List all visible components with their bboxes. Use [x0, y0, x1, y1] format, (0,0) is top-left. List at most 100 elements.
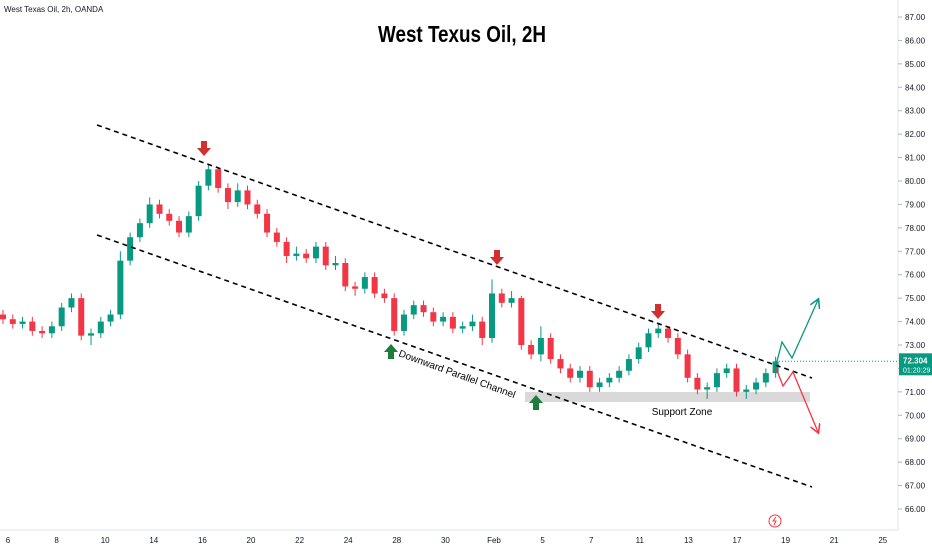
y-tick-label: 84.00	[905, 83, 926, 92]
y-tick-label: 71.00	[905, 388, 926, 397]
y-tick-label: 75.00	[905, 294, 926, 303]
x-tick-label: 16	[198, 536, 207, 545]
candle-body	[283, 241, 290, 256]
candle-body	[127, 237, 134, 261]
x-tick-label: 5	[540, 536, 545, 545]
candle-body	[547, 337, 554, 360]
y-tick-label: 83.00	[905, 107, 926, 116]
x-tick-label: 28	[392, 536, 401, 545]
candle-body	[440, 316, 447, 322]
candle-body	[489, 293, 495, 338]
candle-body	[625, 359, 632, 371]
last-price-tag	[899, 353, 932, 376]
candle-body	[713, 373, 720, 388]
bullish-projection	[775, 300, 818, 366]
candle-body	[459, 326, 466, 329]
candle-body	[332, 263, 339, 266]
candle-body	[117, 260, 124, 315]
down-arrows	[197, 141, 665, 319]
candle-body	[508, 298, 515, 303]
candle-body	[400, 314, 407, 331]
candle-body	[381, 293, 388, 299]
candle-body	[567, 368, 574, 378]
countdown-label: 01:20:29	[903, 367, 930, 374]
chart-title: West Texus Oil, 2H	[378, 22, 546, 47]
candle-body	[665, 328, 672, 338]
candle-body	[723, 368, 730, 374]
candle-body	[616, 370, 623, 378]
x-tick-label: 24	[344, 536, 353, 545]
y-tick-label: 74.00	[905, 318, 926, 327]
candle-body	[224, 188, 231, 203]
y-tick-label: 70.00	[905, 411, 926, 420]
x-tick-label: 22	[295, 536, 304, 545]
candle-body	[606, 377, 613, 383]
candle-body	[254, 204, 261, 214]
candle-body	[303, 253, 310, 259]
bearish-projection	[775, 367, 818, 432]
event-icon-bolt	[772, 516, 777, 526]
channel-label: Downward Parallel Channel	[397, 348, 517, 401]
candle-body	[469, 321, 476, 327]
candle-body	[391, 298, 398, 331]
candle-body	[430, 312, 437, 322]
candle-body	[9, 319, 16, 324]
candle-body	[762, 373, 769, 383]
event-icon[interactable]	[768, 514, 782, 528]
candle-body	[684, 354, 691, 378]
y-tick-label: 86.00	[905, 36, 926, 45]
candle-body	[19, 321, 26, 324]
candle-body	[557, 359, 564, 369]
channel-lower	[96, 234, 813, 488]
candle-body	[293, 253, 300, 256]
x-tick-label: 25	[878, 536, 887, 545]
y-tick-label: 77.00	[905, 247, 926, 256]
y-tick-label: 87.00	[905, 13, 926, 22]
x-tick-label: 11	[636, 536, 645, 545]
candle-body	[185, 216, 192, 233]
candle-body	[420, 305, 427, 313]
candle-body	[88, 333, 95, 336]
candle-body	[772, 361, 779, 374]
candle-body	[146, 204, 153, 224]
y-tick-label: 82.00	[905, 130, 926, 139]
candle-body	[97, 321, 104, 334]
x-tick-label: 20	[247, 536, 256, 545]
symbol-header: West Texas Oil, 2h, OANDA	[4, 5, 104, 14]
candles	[0, 164, 779, 399]
candle-body	[107, 314, 114, 322]
candle-body	[704, 387, 711, 390]
candle-body	[528, 345, 535, 355]
candle-body	[537, 337, 544, 355]
y-tick-label: 69.00	[905, 435, 926, 444]
x-tick-label: 19	[781, 536, 790, 545]
candle-body	[694, 377, 701, 390]
candle-body	[655, 328, 662, 334]
x-tick-label: 6	[6, 536, 11, 545]
candle-body	[577, 370, 584, 378]
x-tick-label: 30	[441, 536, 450, 545]
last-price-label: 72.304	[903, 356, 928, 365]
candle-body	[371, 277, 378, 294]
candle-body	[48, 326, 55, 334]
candle-body	[479, 321, 486, 338]
candle-body	[78, 298, 85, 336]
x-tick-label: 10	[101, 536, 110, 545]
candle-body	[29, 321, 36, 331]
candle-body	[166, 213, 173, 221]
y-tick-label: 73.00	[905, 341, 926, 350]
candle-body	[0, 314, 6, 320]
y-tick-label: 80.00	[905, 177, 926, 186]
candle-body	[234, 190, 241, 203]
x-tick-label: 8	[54, 536, 59, 545]
candle-body	[322, 246, 329, 266]
candle-body	[449, 316, 456, 329]
candle-body	[39, 330, 46, 334]
x-tick-label: 17	[733, 536, 742, 545]
candle-body	[195, 185, 202, 217]
candle-body	[264, 213, 271, 233]
candle-body	[58, 307, 65, 327]
candle-body	[586, 370, 593, 388]
